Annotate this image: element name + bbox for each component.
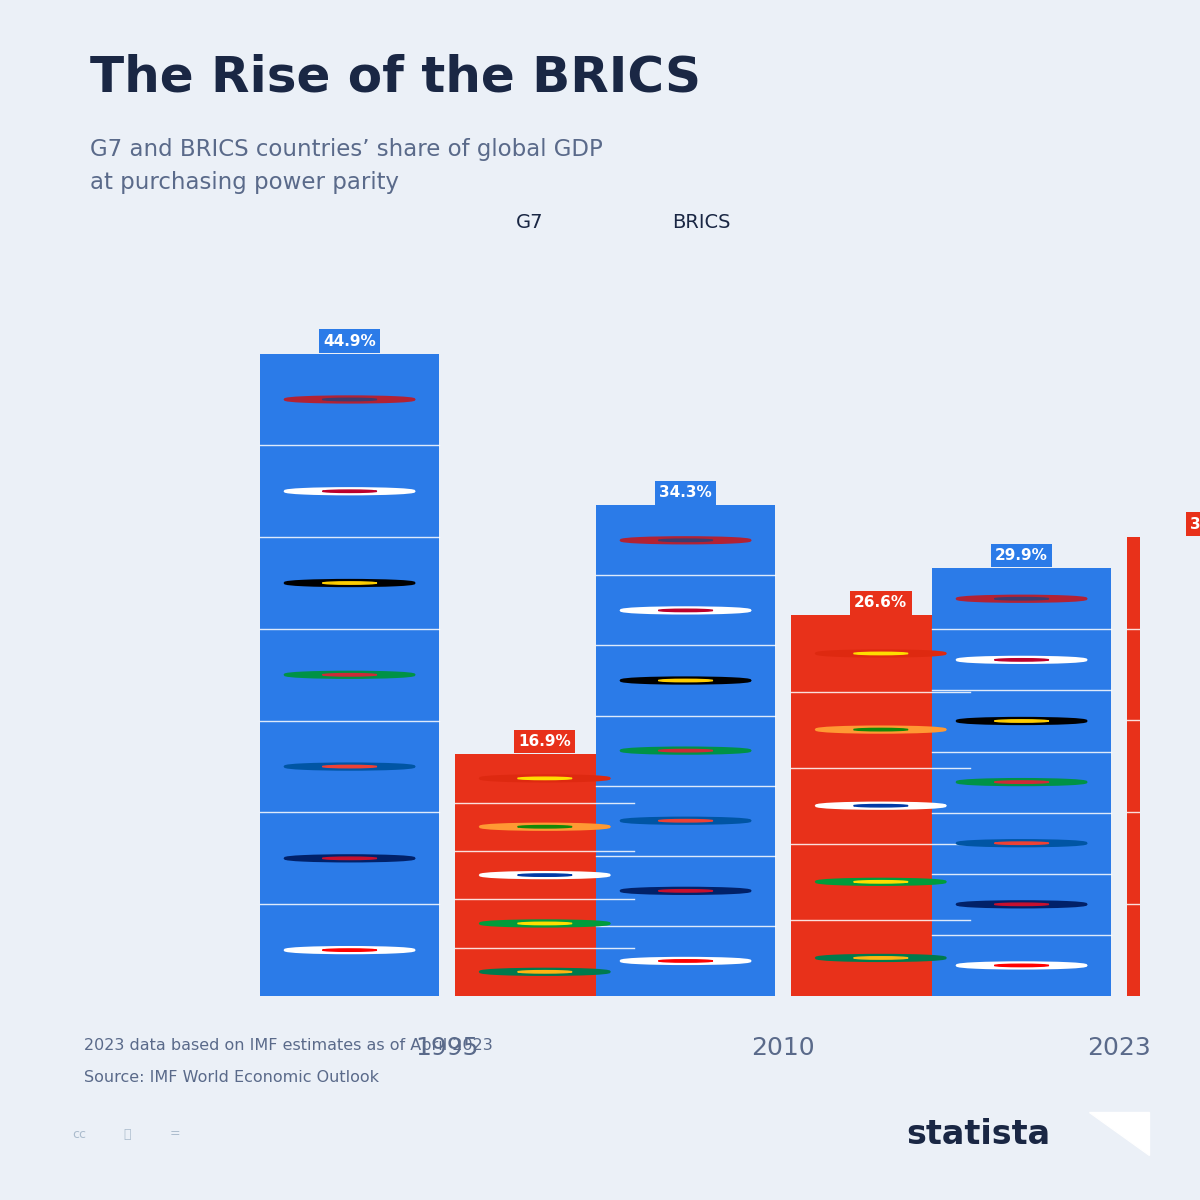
- Circle shape: [323, 490, 377, 492]
- Circle shape: [622, 958, 750, 964]
- Circle shape: [480, 775, 610, 781]
- Text: =: =: [170, 1128, 180, 1140]
- Circle shape: [995, 720, 1049, 722]
- Circle shape: [995, 904, 1049, 906]
- Circle shape: [517, 971, 572, 973]
- Circle shape: [1152, 856, 1200, 862]
- Circle shape: [958, 596, 1086, 601]
- Text: G7: G7: [516, 212, 544, 232]
- Circle shape: [286, 580, 414, 586]
- Circle shape: [958, 840, 1086, 846]
- Bar: [455, 754, 635, 996]
- Circle shape: [323, 673, 377, 676]
- Circle shape: [853, 804, 908, 806]
- Circle shape: [1152, 580, 1200, 586]
- Circle shape: [480, 824, 610, 829]
- Text: 34.3%: 34.3%: [659, 485, 712, 500]
- Circle shape: [1152, 947, 1200, 953]
- Circle shape: [323, 398, 377, 401]
- Text: BRICS: BRICS: [672, 212, 731, 232]
- Circle shape: [659, 820, 713, 822]
- Circle shape: [323, 857, 377, 859]
- Polygon shape: [1090, 1112, 1148, 1156]
- Text: 32.1%: 32.1%: [1190, 517, 1200, 532]
- Bar: [260, 354, 439, 996]
- Text: 2023: 2023: [1087, 1036, 1151, 1060]
- Circle shape: [286, 672, 414, 678]
- Circle shape: [1189, 673, 1200, 676]
- Circle shape: [995, 598, 1049, 600]
- Text: 26.6%: 26.6%: [854, 595, 907, 611]
- Text: 44.9%: 44.9%: [323, 334, 376, 348]
- Circle shape: [323, 949, 377, 952]
- Circle shape: [1189, 949, 1200, 952]
- Text: ⓘ: ⓘ: [124, 1128, 131, 1140]
- Circle shape: [995, 781, 1049, 784]
- Circle shape: [958, 779, 1086, 785]
- Circle shape: [622, 607, 750, 613]
- Text: Source: IMF World Economic Outlook: Source: IMF World Economic Outlook: [84, 1070, 379, 1085]
- Circle shape: [622, 748, 750, 754]
- Circle shape: [517, 826, 572, 828]
- Circle shape: [323, 766, 377, 768]
- Circle shape: [816, 727, 946, 732]
- Circle shape: [622, 888, 750, 894]
- Circle shape: [659, 539, 713, 541]
- Bar: [1127, 536, 1200, 996]
- Circle shape: [659, 679, 713, 682]
- Circle shape: [1189, 582, 1200, 584]
- Circle shape: [1189, 766, 1200, 768]
- Text: cc: cc: [72, 1128, 86, 1140]
- Circle shape: [659, 610, 713, 612]
- Circle shape: [995, 965, 1049, 967]
- Circle shape: [286, 763, 414, 769]
- Circle shape: [995, 842, 1049, 845]
- Circle shape: [816, 878, 946, 884]
- Text: 1995: 1995: [415, 1036, 479, 1060]
- Circle shape: [816, 650, 946, 656]
- Text: 2023 data based on IMF estimates as of April 2023: 2023 data based on IMF estimates as of A…: [84, 1038, 493, 1054]
- Circle shape: [853, 881, 908, 883]
- Circle shape: [480, 920, 610, 926]
- Text: statista: statista: [906, 1117, 1050, 1151]
- Circle shape: [622, 538, 750, 544]
- Circle shape: [958, 656, 1086, 662]
- Circle shape: [1189, 857, 1200, 859]
- Bar: [791, 616, 971, 996]
- Bar: [932, 568, 1111, 996]
- Text: 16.9%: 16.9%: [518, 734, 571, 749]
- Circle shape: [622, 678, 750, 683]
- Circle shape: [1152, 672, 1200, 677]
- Circle shape: [659, 960, 713, 962]
- Circle shape: [659, 889, 713, 892]
- Circle shape: [286, 488, 414, 494]
- Circle shape: [1152, 763, 1200, 769]
- Circle shape: [517, 923, 572, 925]
- Circle shape: [286, 856, 414, 862]
- Circle shape: [286, 396, 414, 402]
- Bar: [596, 505, 775, 996]
- Circle shape: [323, 582, 377, 584]
- Circle shape: [853, 956, 908, 959]
- Circle shape: [958, 962, 1086, 968]
- Circle shape: [958, 718, 1086, 724]
- Circle shape: [622, 818, 750, 823]
- Circle shape: [958, 901, 1086, 907]
- Circle shape: [853, 653, 908, 655]
- Circle shape: [286, 947, 414, 953]
- Circle shape: [816, 955, 946, 961]
- Circle shape: [853, 728, 908, 731]
- Circle shape: [995, 659, 1049, 661]
- Circle shape: [517, 778, 572, 780]
- Text: 2010: 2010: [751, 1036, 815, 1060]
- Text: The Rise of the BRICS: The Rise of the BRICS: [90, 54, 701, 102]
- Circle shape: [480, 872, 610, 878]
- Circle shape: [816, 803, 946, 809]
- Text: G7 and BRICS countries’ share of global GDP
at purchasing power parity: G7 and BRICS countries’ share of global …: [90, 138, 602, 194]
- Circle shape: [517, 874, 572, 876]
- Circle shape: [480, 968, 610, 974]
- Circle shape: [659, 750, 713, 752]
- Text: 29.9%: 29.9%: [995, 548, 1048, 563]
